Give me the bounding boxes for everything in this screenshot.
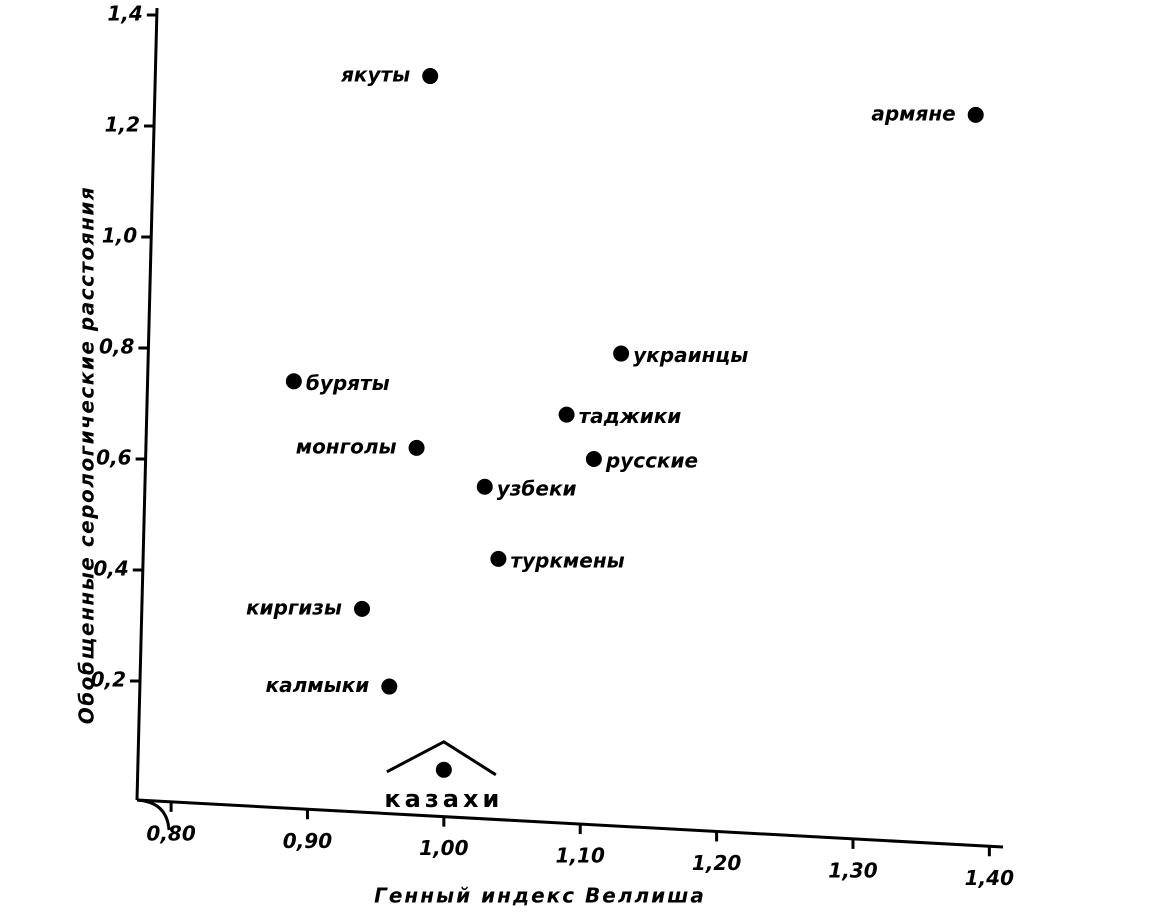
point-label: туркмены [510, 548, 624, 572]
point [476, 478, 493, 495]
point [381, 678, 398, 695]
y-axis [135, 7, 159, 801]
point [613, 345, 630, 362]
point-label: якуты [340, 63, 410, 87]
point-label: монголы [296, 434, 397, 458]
point [435, 761, 452, 778]
point [422, 68, 439, 85]
y-tick-label: 0,2 [91, 668, 126, 692]
x-tick-label: 0,80 [146, 821, 195, 845]
y-tick-label: 0,4 [93, 557, 128, 581]
x-axis [136, 798, 1004, 849]
axis-corner [136, 798, 171, 831]
point-label: украинцы [633, 343, 748, 367]
x-tick-label: 1,00 [419, 836, 468, 860]
x-axis-label: Генный индекс Веллиша [374, 884, 706, 908]
point [408, 439, 425, 456]
point [285, 373, 302, 390]
point-label: киргизы [246, 595, 342, 619]
point-label: армяне [871, 101, 955, 125]
x-tick-label: 1,30 [828, 858, 877, 882]
x-tick-label: 1,10 [556, 844, 605, 868]
y-tick-label: 1,0 [102, 224, 138, 248]
roof [386, 740, 497, 777]
y-tick-label: 1,4 [107, 2, 142, 26]
point-label: таджики [579, 404, 682, 428]
y-tick-label: 1,2 [105, 113, 140, 137]
point-label: русские [605, 449, 698, 473]
point [558, 406, 575, 423]
point [354, 600, 371, 617]
x-tick-label: 1,40 [965, 866, 1014, 890]
point-label: узбеки [497, 476, 577, 500]
point [967, 106, 984, 123]
y-axis-label: Обобщенные серологические расстояния [75, 186, 99, 725]
point-label: калмыки [266, 673, 370, 697]
x-tick-label: 0,90 [283, 829, 332, 853]
point-label: казахи [384, 785, 503, 813]
point [490, 550, 507, 567]
x-tick-label: 1,20 [692, 851, 741, 875]
y-tick-label: 0,8 [99, 335, 135, 359]
point-label: буряты [306, 371, 390, 395]
y-tick-label: 0,6 [96, 446, 132, 470]
point [585, 451, 602, 467]
